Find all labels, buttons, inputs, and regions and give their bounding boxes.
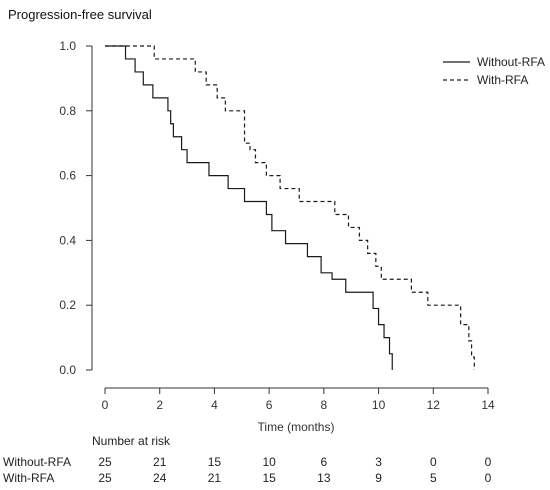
risk-value: 25 xyxy=(98,455,112,469)
x-tick-label: 2 xyxy=(156,398,163,412)
legend-label-with-rfa: With-RFA xyxy=(477,73,528,87)
risk-value: 13 xyxy=(317,471,331,485)
legend: Without-RFA With-RFA xyxy=(443,55,545,87)
y-axis: 0.0 0.2 0.4 0.6 0.8 1.0 xyxy=(59,39,93,377)
y-tick-label: 0.2 xyxy=(59,298,76,312)
legend-label-without-rfa: Without-RFA xyxy=(477,55,545,69)
risk-row-label-with-rfa: With-RFA xyxy=(3,471,54,485)
chart-title: Progression-free survival xyxy=(8,7,152,22)
x-tick-label: 12 xyxy=(427,398,441,412)
x-axis: 0 2 4 6 8 10 12 14 Time (months) xyxy=(102,387,495,434)
x-tick-label: 4 xyxy=(211,398,218,412)
risk-value: 3 xyxy=(375,455,382,469)
plot-series xyxy=(105,45,475,370)
risk-value: 21 xyxy=(208,471,222,485)
risk-value: 21 xyxy=(153,455,167,469)
series-line-with-rfa xyxy=(105,45,475,370)
risk-table: Number at risk Without-RFA With-RFA 25 21… xyxy=(3,434,492,485)
x-tick-label: 8 xyxy=(321,398,328,412)
risk-table-title: Number at risk xyxy=(92,434,171,448)
risk-value: 15 xyxy=(262,471,276,485)
risk-value: 25 xyxy=(98,471,112,485)
x-tick-label: 0 xyxy=(102,398,109,412)
risk-row-label-without-rfa: Without-RFA xyxy=(3,455,71,469)
y-tick-label: 0.6 xyxy=(59,169,76,183)
risk-value: 5 xyxy=(430,471,437,485)
y-tick-label: 0.0 xyxy=(59,363,76,377)
x-tick-label: 14 xyxy=(481,398,495,412)
risk-value: 0 xyxy=(430,455,437,469)
x-tick-label: 6 xyxy=(266,398,273,412)
x-tick-label: 10 xyxy=(372,398,386,412)
y-tick-label: 0.8 xyxy=(59,104,76,118)
risk-value: 9 xyxy=(375,471,382,485)
x-axis-label: Time (months) xyxy=(258,420,335,434)
series-line-without-rfa xyxy=(105,45,393,370)
risk-value: 0 xyxy=(485,455,492,469)
risk-value: 10 xyxy=(262,455,276,469)
risk-value: 6 xyxy=(321,455,328,469)
risk-value: 0 xyxy=(485,471,492,485)
y-tick-label: 1.0 xyxy=(59,39,76,53)
y-tick-label: 0.4 xyxy=(59,233,76,247)
risk-value: 15 xyxy=(208,455,222,469)
risk-value: 24 xyxy=(153,471,167,485)
